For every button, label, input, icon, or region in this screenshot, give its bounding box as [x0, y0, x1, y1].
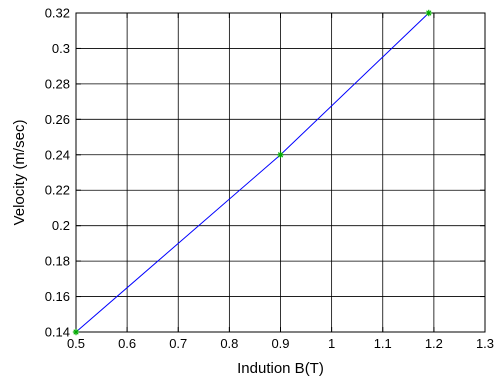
data-point [72, 328, 80, 336]
x-tick-label: 1.3 [476, 336, 494, 351]
x-tick-label: 0.7 [169, 336, 187, 351]
x-tick-label: 0.8 [220, 336, 238, 351]
series-group [72, 9, 432, 336]
y-tick-label: 0.14 [45, 325, 70, 340]
y-tick-label: 0.16 [45, 289, 70, 304]
y-tick-label: 0.22 [45, 183, 70, 198]
data-point [277, 151, 284, 158]
y-tick-label: 0.18 [45, 254, 70, 269]
y-tick-label: 0.24 [45, 147, 70, 162]
x-tick-label: 0.9 [271, 336, 289, 351]
y-tick-label: 0.26 [45, 112, 70, 127]
y-tick-label: 0.2 [52, 218, 70, 233]
series-line [75, 12, 430, 333]
grid-lines [75, 12, 486, 333]
axis-ticks: 0.5 0.6 0.7 0.8 0.9 1 1.1 1.2 1.3 0.14 0.16 0.18 0.2… [45, 6, 494, 352]
x-tick-label: 1.1 [374, 336, 392, 351]
x-tick-label: 1 [328, 336, 335, 351]
x-axis-label: Indution B(T) [237, 360, 324, 377]
y-tick-label: 0.28 [45, 76, 70, 91]
y-tick-label: 0.32 [45, 6, 70, 21]
y-tick-label: 0.3 [52, 41, 70, 56]
x-tick-label: 1.2 [425, 336, 443, 351]
data-point [425, 9, 432, 17]
x-tick-label: 0.6 [118, 336, 136, 351]
y-axis-label: Velocity (m/sec) [11, 120, 28, 226]
x-tick-label: 0.5 [67, 336, 85, 351]
